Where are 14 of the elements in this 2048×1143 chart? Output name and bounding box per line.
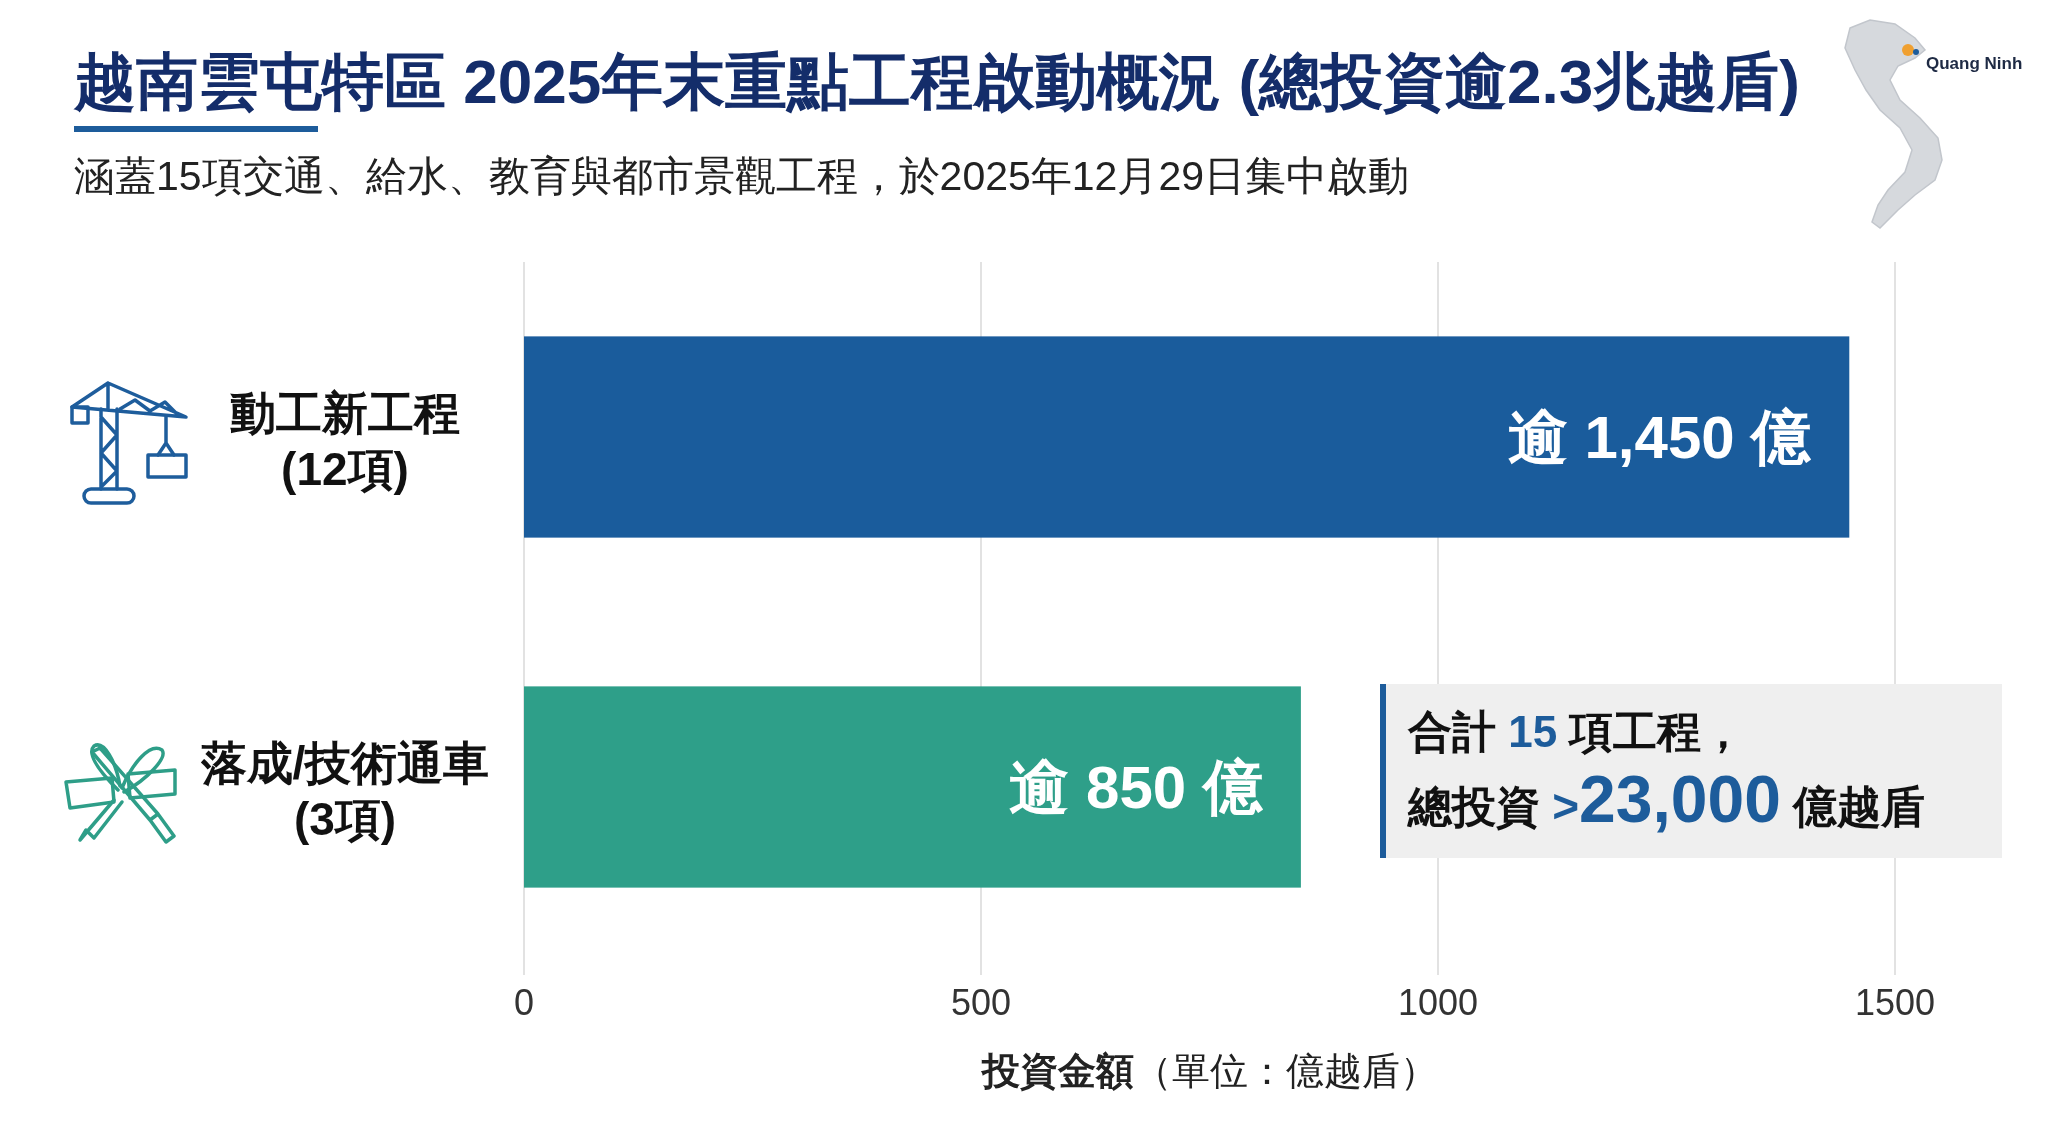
category-label: 落成/技術通車 (3項) (200, 737, 490, 845)
tick-label: 500 (950, 982, 1012, 1023)
subtitle: 涵蓋15項交通、給水、教育與都市景觀工程，於2025年12月29日集中啟動 (74, 153, 1410, 199)
data-label: 逾 850 億 (1009, 754, 1263, 821)
tick-label: 0 (514, 982, 534, 1023)
title: 越南雲屯特區 2025年末重點工程啟動概況 (總投資逾2.3兆越盾) (74, 47, 1800, 116)
annotation-text: Quang Ninh (1926, 54, 2023, 73)
tick-label: 1500 (1854, 982, 1936, 1023)
annotation-text: 合計 15 項工程， (1408, 707, 1746, 756)
annotation-text: 總投資 >23,000 億越盾 (1408, 762, 1926, 836)
data-label: 逾 1,450 億 (1507, 404, 1812, 471)
category-label: 動工新工程 (12項) (230, 387, 460, 495)
tick-label: 1000 (1397, 982, 1479, 1023)
axis-title: 投資金額（單位：億越盾） (981, 1050, 1438, 1092)
